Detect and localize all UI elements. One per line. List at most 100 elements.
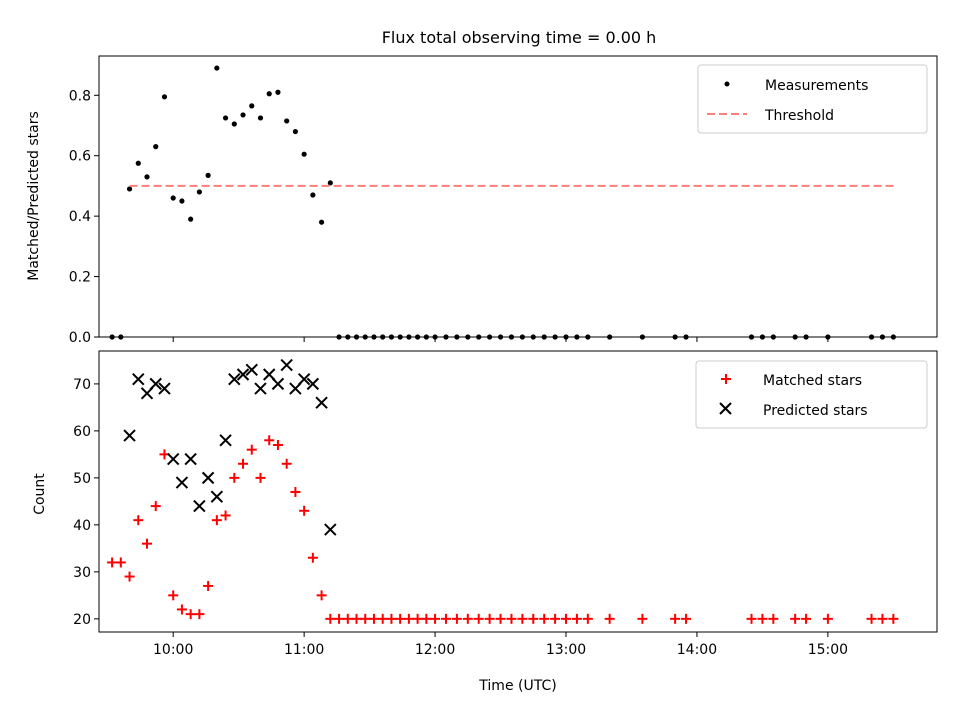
matched-star-point [561, 613, 572, 624]
bottom-legend: Matched stars Predicted stars [695, 360, 928, 429]
matched-star-point [866, 613, 877, 624]
measurement-point [415, 334, 421, 340]
measurement-point [336, 334, 342, 340]
measurement-point [144, 174, 150, 180]
matched-star-point [430, 613, 441, 624]
matched-star-point [412, 613, 423, 624]
top-plot-frame [98, 55, 938, 338]
predicted-star-point [245, 363, 258, 377]
measurement-point [406, 334, 412, 340]
matched-star-point [582, 613, 593, 624]
matched-star-point [124, 571, 135, 582]
measurement-point [487, 334, 493, 340]
matched-star-point [801, 613, 812, 624]
bottom-panel: 20 30 40 50 60 70 10:00 11:00 12:00 13:00 14:00 15… [32, 350, 938, 694]
measurement-point [380, 334, 386, 340]
x-tick-label: 10:00 [153, 642, 193, 658]
measurement-point [153, 144, 159, 150]
matched-star-point [539, 613, 550, 624]
legend-threshold-label: Threshold [764, 108, 834, 124]
matched-star-point [176, 604, 187, 615]
measurement-point [257, 115, 264, 121]
measurement-point [292, 128, 299, 135]
matched-star-point [386, 613, 397, 624]
matched-star-point [517, 613, 528, 624]
top-y-axis: 0.0 0.2 0.4 0.6 0.8 [69, 88, 99, 346]
matched-star-point [368, 613, 379, 624]
measurement-point [240, 112, 246, 118]
top-y-axis-label: Matched/Predicted stars [26, 111, 42, 281]
measurement-point [266, 91, 272, 97]
bottom-legend-box [695, 360, 928, 429]
matched-star-point [822, 613, 833, 624]
measurement-point [825, 334, 831, 340]
measurement-point [868, 334, 875, 340]
bottom-plot-frame [98, 350, 938, 633]
measurement-point [231, 121, 237, 127]
matched-star-point [107, 557, 118, 568]
x-tick-label: 11:00 [284, 642, 324, 658]
measurement-point [639, 334, 645, 340]
matched-star-point [421, 613, 432, 624]
x-tick-label: 15:00 [808, 642, 848, 658]
measurement-point [397, 334, 403, 340]
measurement-point [476, 334, 482, 340]
matched-star-point [888, 613, 899, 624]
matched-star-point [473, 613, 484, 624]
top-y-tick-label: 0.2 [69, 270, 91, 286]
measurement-point [748, 334, 755, 340]
predicted-star-point [149, 377, 162, 391]
x-axis-label: Time (UTC) [478, 678, 556, 694]
measurement-point [109, 334, 115, 340]
measurement-point [318, 219, 325, 225]
measurement-point [214, 65, 220, 71]
bottom-y-axis-label: Count [32, 473, 48, 515]
matched-star-point [550, 613, 561, 624]
predicted-star-point [280, 358, 293, 372]
measurement-point [388, 334, 395, 340]
measurement-point [770, 334, 776, 340]
measurement-point [310, 192, 316, 198]
legend-matched-label: Matched stars [763, 373, 862, 389]
measurement-point [890, 334, 896, 340]
predicted-star-point [324, 523, 337, 536]
matched-star-point [757, 613, 768, 624]
top-y-tick-label: 0.8 [69, 88, 91, 104]
predicted-star-point [236, 368, 250, 381]
matched-star-point [281, 458, 292, 469]
measurement-point [353, 334, 360, 340]
matched-star-point [604, 613, 615, 624]
matched-star-point [133, 515, 144, 526]
measurement-point [118, 334, 124, 340]
matched-star-point [211, 515, 222, 526]
measurement-point [196, 189, 202, 195]
measurement-point [170, 195, 176, 201]
measurement-point [135, 160, 141, 166]
predicted-star-point [210, 490, 224, 503]
bottom-y-tick-label: 20 [73, 612, 91, 628]
predicted-star-point [175, 476, 189, 489]
measurement-point [126, 186, 133, 192]
measurement-point [301, 151, 307, 157]
predicted-star-point [297, 372, 311, 386]
bottom-y-axis: 20 30 40 50 60 70 [73, 377, 99, 628]
predicted-star-point [306, 377, 320, 391]
bottom-y-tick-label: 50 [73, 471, 91, 487]
matched-star-point [238, 458, 249, 469]
top-y-tick-label: 0.4 [69, 209, 91, 225]
predicted-star-point [158, 382, 171, 395]
predicted-star-point [315, 396, 328, 409]
measurement-point [683, 334, 689, 340]
matched-star-point [495, 613, 506, 624]
matched-star-point [299, 505, 310, 516]
measurement-point [179, 198, 185, 204]
measurement-point [443, 334, 449, 340]
top-y-tick-label: 0.0 [69, 330, 91, 346]
predicted-star-point [193, 499, 206, 513]
bottom-y-tick-label: 30 [73, 565, 91, 581]
measurement-point [563, 334, 569, 340]
predicted-star-point [123, 429, 136, 442]
measurement-point [530, 334, 536, 340]
bottom-y-tick-label: 40 [73, 518, 91, 534]
matched-star-point [462, 613, 473, 624]
